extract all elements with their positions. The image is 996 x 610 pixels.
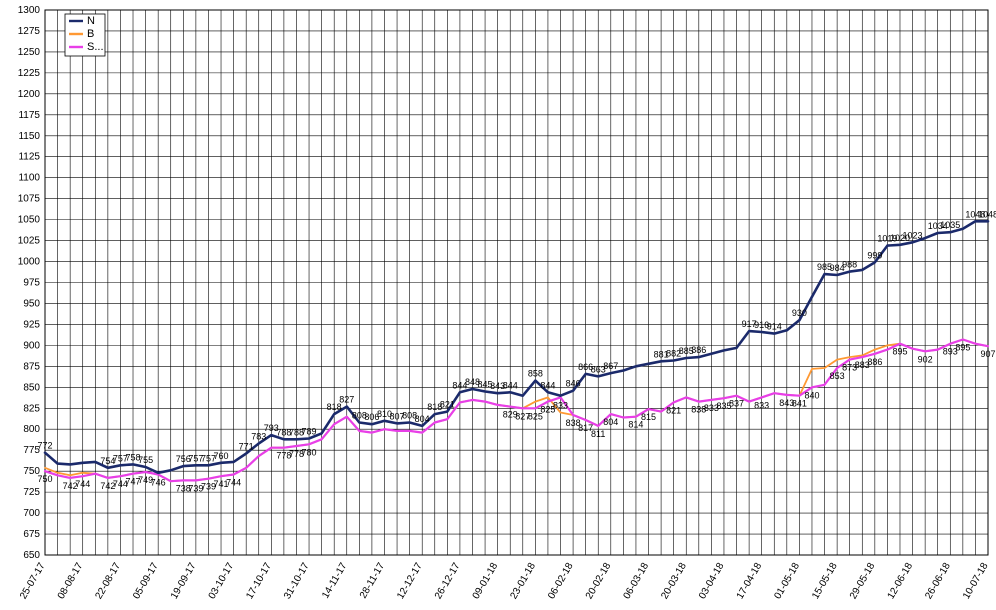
y-tick-label: 850 — [23, 382, 40, 393]
y-tick-label: 950 — [23, 298, 40, 309]
series-n-data-label: 1023 — [903, 230, 923, 240]
legend-label: S... — [87, 41, 104, 53]
series-n-data-label: 772 — [37, 441, 52, 451]
y-tick-label: 650 — [23, 550, 40, 561]
y-tick-label: 925 — [23, 319, 40, 330]
series-s-data-label: 750 — [37, 474, 52, 484]
y-tick-label: 1125 — [18, 152, 40, 163]
series-n-data-label: 988 — [842, 260, 857, 270]
y-tick-label: 975 — [23, 278, 40, 289]
series-s-data-label: 744 — [226, 478, 241, 488]
series-n-data-label: 858 — [528, 369, 543, 379]
series-n-data-label: 1048 — [978, 209, 996, 219]
series-n-data-label: 755 — [138, 455, 153, 465]
y-tick-label: 1175 — [18, 110, 40, 121]
series-n-data-label: 1035 — [940, 220, 960, 230]
series-n-data-label: 771 — [239, 442, 254, 452]
legend-label: N — [87, 15, 95, 27]
series-n-data-label: 914 — [767, 322, 782, 332]
series-n-data-label: 930 — [792, 308, 807, 318]
price-line-chart: 6506757007257507758008258508759009259509… — [0, 0, 996, 610]
y-tick-label: 1050 — [18, 215, 41, 226]
series-s-data-label: 821 — [666, 405, 681, 415]
chart-bg — [0, 0, 996, 610]
series-s-data-label: 744 — [75, 479, 90, 489]
y-tick-label: 1075 — [18, 194, 41, 205]
y-tick-label: 1025 — [18, 236, 41, 247]
y-tick-label: 1200 — [18, 89, 41, 100]
series-s-data-label: 780 — [302, 447, 317, 457]
series-s-data-label: 815 — [641, 412, 656, 422]
series-n-data-label: 804 — [415, 414, 430, 424]
series-s-data-label: 907 — [980, 349, 995, 359]
legend-label: B — [87, 28, 94, 40]
y-tick-label: 1250 — [18, 47, 41, 58]
series-s-data-label: 886 — [867, 357, 882, 367]
series-n-data-label: 821 — [440, 400, 455, 410]
y-tick-label: 1300 — [18, 5, 41, 16]
series-n-data-label: 789 — [302, 426, 317, 436]
series-s-data-label: 895 — [955, 343, 970, 353]
series-s-data-label: 833 — [553, 400, 568, 410]
series-s-data-label: 837 — [729, 399, 744, 409]
y-tick-label: 1100 — [18, 173, 40, 184]
y-tick-label: 725 — [23, 487, 40, 498]
series-n-data-label: 846 — [566, 379, 581, 389]
series-s-data-label: 746 — [151, 478, 166, 488]
y-tick-label: 700 — [23, 508, 40, 519]
series-n-data-label: 867 — [603, 361, 618, 371]
series-n-data-label: 827 — [339, 395, 354, 405]
series-n-data-label: 844 — [540, 380, 555, 390]
y-tick-label: 825 — [23, 403, 40, 414]
series-s-data-label: 895 — [892, 347, 907, 357]
series-s-data-label: 804 — [603, 417, 618, 427]
y-tick-label: 1275 — [18, 26, 41, 37]
series-s-data-label: 840 — [804, 390, 819, 400]
y-tick-label: 800 — [23, 424, 40, 435]
y-tick-label: 900 — [23, 340, 40, 351]
series-n-data-label: 760 — [214, 451, 229, 461]
series-s-data-label: 811 — [591, 429, 605, 439]
y-tick-label: 1000 — [18, 257, 41, 268]
series-n-data-label: 886 — [691, 345, 706, 355]
y-tick-label: 1225 — [18, 68, 41, 79]
y-tick-label: 1150 — [18, 131, 40, 142]
y-tick-label: 875 — [23, 361, 40, 372]
series-s-data-label: 833 — [754, 400, 769, 410]
series-s-data-label: 902 — [918, 354, 933, 364]
series-n-data-label: 999 — [867, 250, 882, 260]
chart-svg: 6506757007257507758008258508759009259509… — [0, 0, 996, 610]
y-tick-label: 675 — [23, 529, 40, 540]
series-n-data-label: 844 — [503, 380, 518, 390]
